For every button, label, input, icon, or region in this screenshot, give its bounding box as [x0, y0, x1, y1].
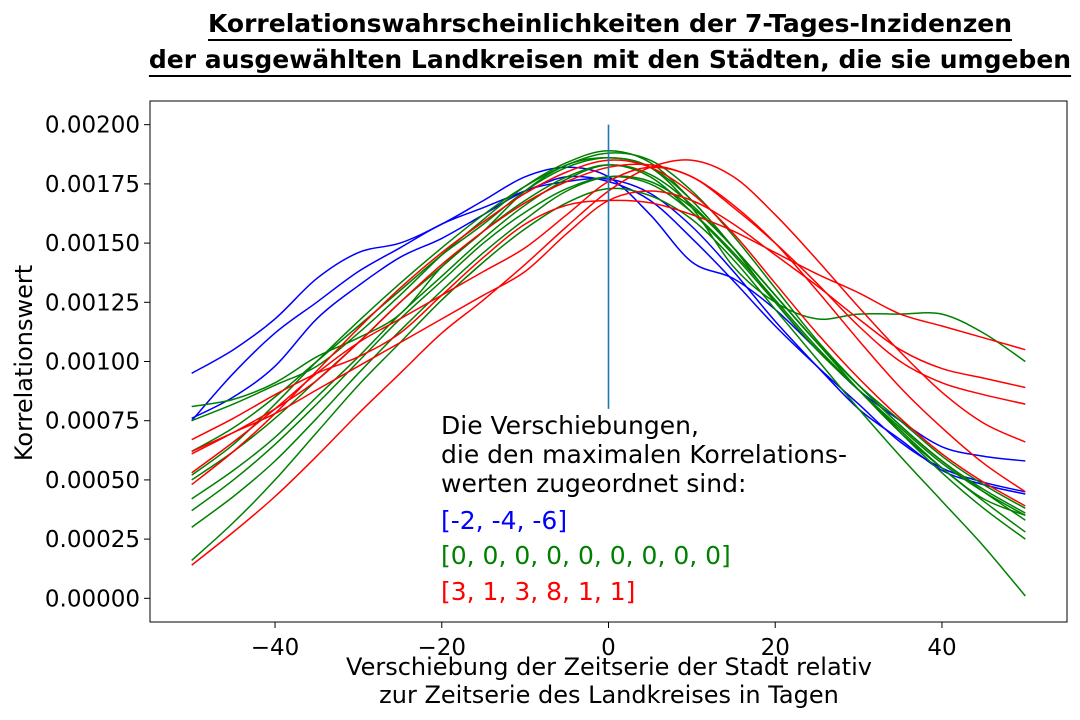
y-axis-ticks: 0.00000 0.00025 0.00050 0.00075 0.00100 0.001…	[45, 113, 150, 612]
annotation-box: Die Verschiebungen, die den maximalen Ko…	[441, 411, 847, 606]
x-axis-label-line-1: Verschiebung der Zeitserie der Stadt rel…	[346, 653, 872, 681]
series-line-10	[191, 187, 1026, 597]
y-tick-label: 0.00100	[45, 350, 140, 376]
x-axis-label-line-2: zur Zeitserie des Landkreises in Tagen	[379, 681, 839, 709]
y-tick-label: 0.00050	[45, 468, 140, 494]
y-tick-label: 0.00150	[45, 231, 140, 257]
annotation-shifts-green: [0, 0, 0, 0, 0, 0, 0, 0, 0]	[441, 541, 731, 570]
chart-title: Korrelationswahrscheinlichkeiten der 7-T…	[148, 9, 1072, 77]
x-tick-label: 0	[601, 635, 616, 661]
y-tick-label: 0.00125	[45, 290, 140, 316]
y-tick-label: 0.00000	[45, 586, 140, 612]
x-tick-label: 20	[761, 635, 790, 661]
annotation-shifts-blue: [-2, -4, -6]	[441, 506, 567, 535]
chart-title-line-2: der ausgewählten Landkreisen mit den Stä…	[149, 45, 1071, 74]
x-tick-label: −40	[251, 635, 300, 661]
y-tick-label: 0.00025	[45, 527, 140, 553]
x-tick-label: −20	[417, 635, 466, 661]
y-tick-label: 0.00075	[45, 409, 140, 435]
y-axis-label: Korrelationswert	[10, 265, 38, 461]
y-tick-label: 0.00200	[45, 113, 140, 139]
annotation-line-2: die den maximalen Korrelations-	[441, 440, 847, 469]
annotation-shifts-red: [3, 1, 3, 8, 1, 1]	[441, 577, 635, 606]
x-axis-label: Verschiebung der Zeitserie der Stadt rel…	[346, 653, 872, 709]
y-tick-label: 0.00175	[45, 172, 140, 198]
x-axis-ticks: −40 −20 0 20 40	[251, 622, 957, 661]
annotation-line-3: werten zugeordnet sind:	[441, 469, 746, 498]
annotation-line-1: Die Verschiebungen,	[441, 411, 699, 440]
x-tick-label: 40	[927, 635, 956, 661]
chart-title-line-1: Korrelationswahrscheinlichkeiten der 7-T…	[208, 9, 1012, 38]
